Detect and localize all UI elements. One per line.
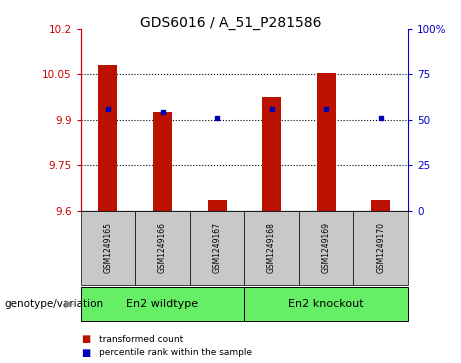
Text: GSM1249166: GSM1249166 bbox=[158, 222, 167, 273]
Text: ■: ■ bbox=[81, 334, 90, 344]
Bar bbox=[98, 65, 118, 211]
Text: GSM1249168: GSM1249168 bbox=[267, 222, 276, 273]
Text: ▶: ▶ bbox=[65, 299, 73, 309]
Bar bbox=[317, 73, 336, 211]
Bar bbox=[262, 97, 281, 211]
Text: GSM1249167: GSM1249167 bbox=[213, 222, 222, 273]
Bar bbox=[371, 200, 390, 211]
Text: GSM1249165: GSM1249165 bbox=[103, 222, 112, 273]
Bar bbox=[153, 112, 172, 211]
Text: percentile rank within the sample: percentile rank within the sample bbox=[99, 348, 252, 357]
Text: transformed count: transformed count bbox=[99, 335, 183, 344]
Text: En2 knockout: En2 knockout bbox=[288, 299, 364, 309]
Text: GSM1249169: GSM1249169 bbox=[322, 222, 331, 273]
Text: GSM1249170: GSM1249170 bbox=[376, 222, 385, 273]
Text: En2 wildtype: En2 wildtype bbox=[126, 299, 199, 309]
Text: ■: ■ bbox=[81, 348, 90, 358]
Text: genotype/variation: genotype/variation bbox=[5, 299, 104, 309]
Bar bbox=[207, 200, 227, 211]
Text: GDS6016 / A_51_P281586: GDS6016 / A_51_P281586 bbox=[140, 16, 321, 30]
